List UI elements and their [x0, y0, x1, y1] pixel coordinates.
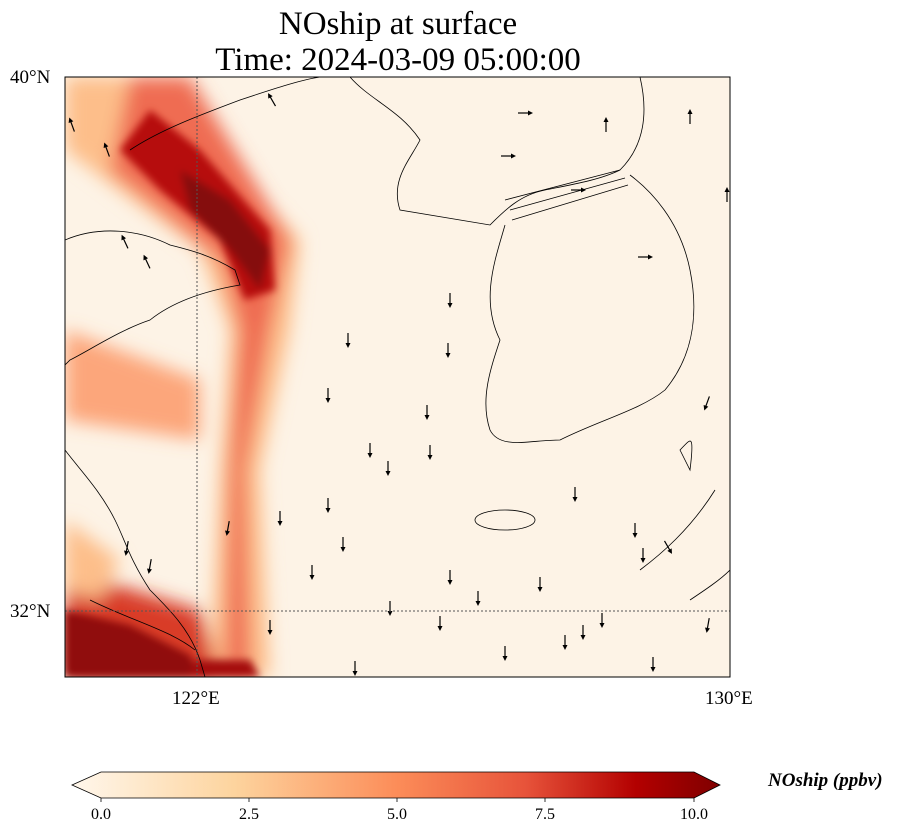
wind-arrow [277, 511, 283, 526]
wind-arrow [603, 117, 609, 132]
wind-arrow [599, 613, 605, 628]
wind-arrow [447, 293, 453, 308]
wind-arrow [537, 577, 543, 592]
wind-arrow [571, 187, 586, 193]
wind-arrow [580, 625, 586, 640]
wind-arrow [687, 109, 693, 124]
wind-arrow [445, 343, 451, 358]
wind-arrow [427, 445, 433, 460]
wind-arrow [663, 540, 672, 554]
wind-arrow [103, 142, 110, 157]
colorbar-label: NOship (ppbv) [768, 770, 883, 791]
wind-arrow [385, 461, 391, 476]
coastlines [65, 77, 730, 677]
concentration-field [65, 77, 730, 677]
colorbar [71, 771, 721, 799]
wind-arrow [147, 559, 152, 574]
map-title: NOship at surface [278, 6, 518, 42]
map-frame [64, 76, 731, 678]
wind-arrow [340, 537, 346, 552]
wind-arrow [632, 523, 638, 538]
colorbar-tick: 5.0 [387, 806, 407, 823]
wind-arrow [325, 388, 331, 403]
wind-arrow [572, 487, 578, 502]
wind-arrow [325, 498, 331, 513]
wind-arrow [650, 657, 656, 672]
colorbar-tick: 7.5 [535, 806, 555, 823]
wind-arrow [475, 591, 481, 606]
wind-arrow [518, 110, 533, 116]
wind-arrow [703, 396, 710, 411]
lon-label-130: 130°E [705, 688, 753, 709]
wind-arrow [638, 254, 653, 260]
wind-vectors [68, 93, 730, 676]
wind-arrow [143, 254, 151, 269]
wind-arrow [268, 93, 277, 107]
wind-arrow [225, 521, 230, 536]
wind-arrow [424, 405, 430, 420]
wind-arrow [705, 618, 710, 633]
wind-arrow [124, 541, 129, 556]
wind-arrow [501, 153, 516, 159]
wind-arrow [309, 565, 315, 580]
colorbar-tick: 10.0 [680, 806, 708, 823]
wind-arrow [68, 117, 75, 132]
lat-label-32: 32°N [10, 601, 51, 622]
map-time: Time: 2024-03-09 05:00:00 [215, 42, 581, 78]
wind-arrow [267, 620, 273, 635]
lat-label-40: 40°N [10, 67, 51, 88]
wind-arrow [352, 661, 358, 676]
wind-arrow [367, 443, 373, 458]
wind-arrow [724, 187, 730, 202]
colorbar-tick: 2.5 [239, 806, 259, 823]
wind-arrow [447, 570, 453, 585]
colorbar-tick: 0.0 [91, 806, 111, 823]
lon-label-122: 122°E [172, 688, 220, 709]
wind-arrow [437, 616, 443, 631]
wind-arrow [502, 646, 508, 661]
wind-arrow [562, 635, 568, 650]
wind-arrow [345, 333, 351, 348]
wind-arrow [121, 234, 129, 249]
wind-arrow [640, 548, 646, 563]
